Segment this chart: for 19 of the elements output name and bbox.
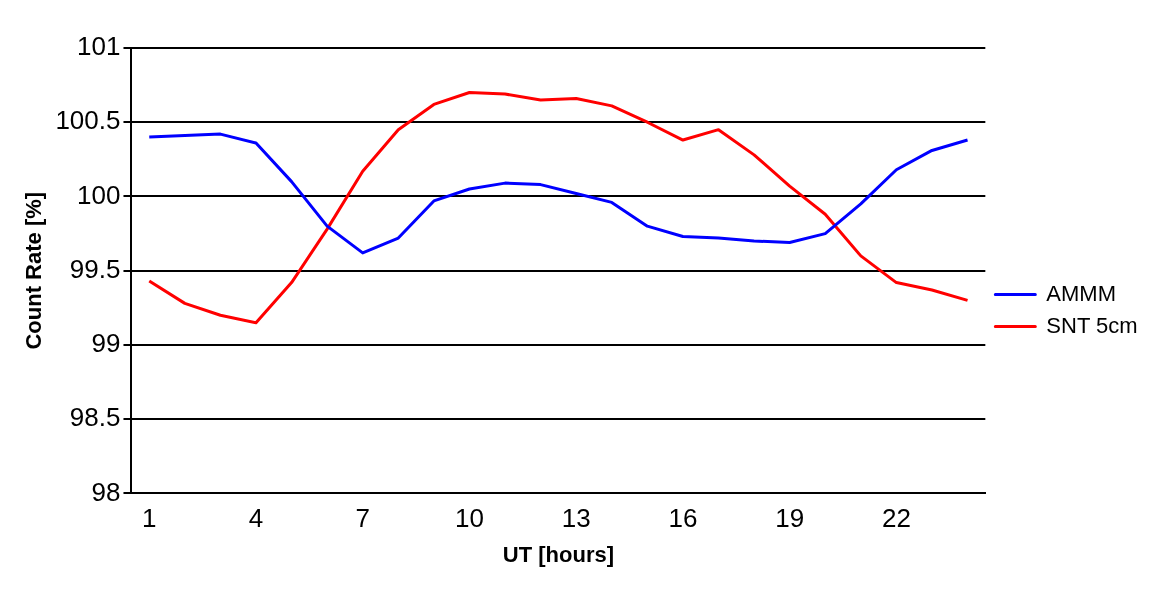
y-tick-label: 99.5 — [69, 253, 121, 284]
y-axis-title: Count Rate [%] — [21, 191, 47, 350]
x-tick-label: 1 — [142, 503, 157, 534]
y-tick-label: 101 — [77, 31, 121, 62]
x-tick-label: 22 — [881, 503, 911, 534]
y-tick-label: 100.5 — [55, 105, 121, 136]
x-tick-label: 16 — [668, 503, 698, 534]
y-tick-label: 98.5 — [69, 402, 121, 433]
y-tick-label: 98 — [91, 476, 121, 507]
x-tick-label: 13 — [561, 503, 591, 534]
y-tick-label: 99 — [91, 328, 121, 359]
legend-label: SNT 5cm — [1046, 312, 1138, 338]
legend-label: AMMM — [1046, 280, 1116, 306]
x-tick-label: 10 — [454, 503, 484, 534]
x-tick-label: 7 — [355, 503, 370, 534]
x-axis-title: UT [hours] — [502, 541, 614, 567]
x-tick-label: 4 — [248, 503, 264, 534]
x-tick-label: 19 — [775, 503, 805, 534]
y-tick-label: 100 — [77, 179, 121, 210]
